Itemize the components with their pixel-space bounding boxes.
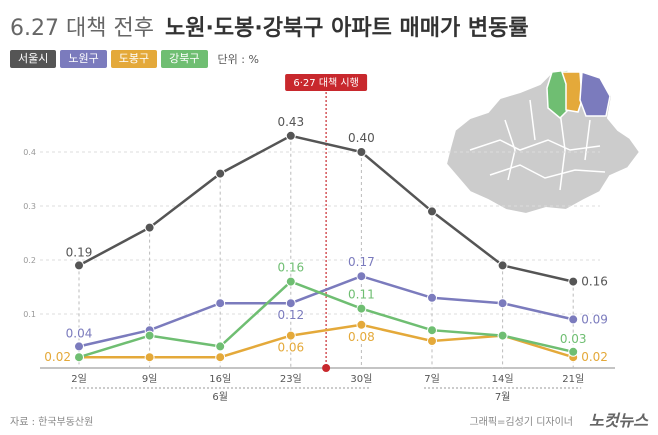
point-nowon [497,298,508,309]
point-gangbuk [356,303,367,314]
dobong-district [560,71,583,113]
nowon-district [579,70,611,117]
point-seoul [356,147,367,157]
policy-badge [285,74,368,91]
x-tick-label: 16일 [209,373,231,385]
y-tick-label: 0.4 [23,148,36,157]
point-dobong [427,336,437,346]
point-nowon [285,298,296,309]
data-label-gangbuk: 0.11 [348,288,375,302]
x-tick-label: 2일 [71,373,87,385]
series-line-seoul [78,134,574,283]
district-borders [469,99,606,191]
series-line-nowon [78,274,574,348]
point-seoul [74,260,84,271]
point-dobong [356,319,367,330]
x-tick-label: 30일 [350,373,372,385]
x-tick-label: 21일 [562,373,584,385]
point-dobong [144,352,155,363]
point-seoul [497,260,508,271]
point-gangbuk [285,276,296,287]
point-seoul [568,276,579,287]
legend-nowon: 노원구 [60,50,107,68]
policy-label: 6·27 대책 시행 [293,77,358,89]
point-gangbuk [427,325,437,336]
month-label: 6월 [212,391,228,403]
data-label-seoul: 0.19 [66,245,93,259]
data-label-gangbuk: 0.03 [560,332,587,346]
legend: 서울시 노원구 도봉구 강북구 단위 : % [10,50,259,68]
data-label-gangbuk: 0.16 [277,261,304,275]
point-dobong [215,352,226,363]
point-nowon [74,341,84,352]
x-tick-label: 9일 [142,373,158,385]
data-label-seoul: 0.43 [277,115,304,129]
point-seoul [144,222,155,233]
legend-seoul: 서울시 [10,50,57,68]
point-dobong [285,330,296,341]
y-tick-label: 0.1 [23,310,36,319]
graphic-credit: 그래픽=김성기 디자이너 [469,417,573,428]
point-nowon [427,292,437,303]
data-label-nowon: 0.17 [348,255,375,269]
nocut-news-logo: 노컷뉴스 [589,411,648,430]
point-seoul [285,130,296,141]
x-tick-label: 23일 [280,373,302,385]
data-label-nowon: 0.09 [581,312,608,326]
data-label-nowon: 0.12 [277,308,304,322]
data-label-nowon: 0.04 [66,326,93,340]
seoul-map-illustration [444,68,642,216]
unit-label: 단위 : % [217,53,259,66]
data-label-seoul: 0.16 [581,275,608,289]
month-label: 7월 [495,391,511,403]
y-tick-label: 0.3 [23,202,36,211]
title-main: 노원·도봉·강북구 아파트 매매가 변동률 [165,16,529,41]
series-line-dobong [79,323,574,359]
title-date: 6.27 대책 전후 [10,16,154,41]
x-tick-label: 14일 [492,373,514,385]
x-tick-label: 7일 [424,373,440,385]
data-label-dobong: 0.02 [44,350,71,364]
point-nowon [568,314,579,325]
point-gangbuk [144,330,155,341]
point-gangbuk [74,352,84,363]
legend-dobong: 도봉구 [110,50,158,68]
policy-dot [322,364,331,372]
point-seoul [215,168,226,179]
point-gangbuk [568,346,579,357]
chart-title: 6.27 대책 전후 노원·도봉·강북구 아파트 매매가 변동률 [10,10,529,42]
point-seoul [427,206,437,217]
point-nowon [356,271,367,282]
source-note: 자료 : 한국부동산원 [10,417,94,428]
point-gangbuk [215,341,226,352]
data-label-dobong: 0.02 [581,350,608,364]
series-line-gangbuk [78,280,574,359]
data-label-dobong: 0.08 [348,330,375,344]
data-label-seoul: 0.40 [348,131,375,145]
point-gangbuk [497,330,508,341]
point-nowon [215,298,226,309]
y-tick-label: 0.2 [23,256,36,265]
data-label-dobong: 0.06 [277,341,304,355]
legend-gangbuk: 강북구 [161,50,208,68]
